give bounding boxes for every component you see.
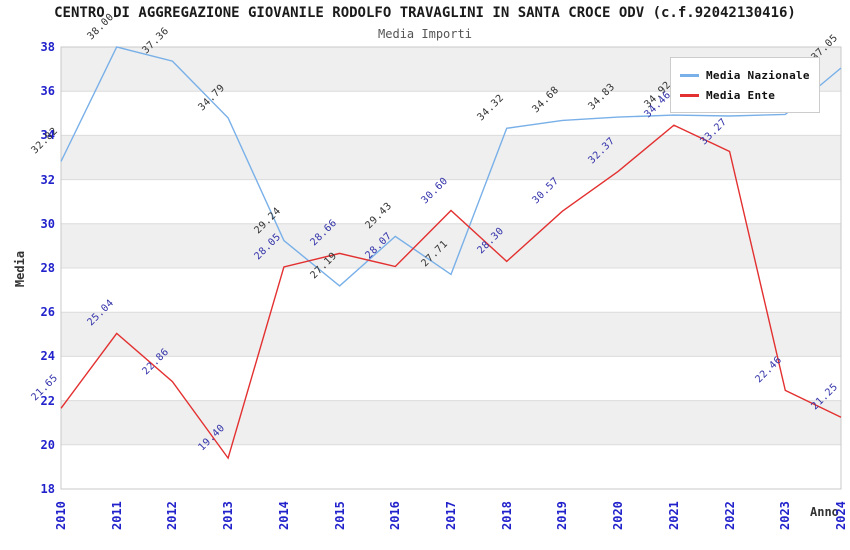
y-tick-24: 24 (40, 349, 55, 364)
x-tick-2013: 2013 (221, 501, 236, 530)
legend-label-media-nazionale: Media Nazionale (706, 68, 810, 82)
grid-band (61, 312, 841, 357)
y-tick-18: 18 (40, 482, 55, 496)
x-tick-2011: 2011 (109, 501, 124, 530)
chart-title: CENTRO DI AGGREGAZIONE GIOVANILE RODOLFO… (54, 5, 796, 21)
grid-band (61, 223, 841, 268)
x-tick-2020: 2020 (611, 501, 626, 530)
x-tick-2023: 2023 (778, 501, 793, 530)
y-tick-22: 22 (40, 393, 55, 408)
legend: Media Nazionale Media Ente (670, 57, 820, 113)
series-line-media-ente (60, 124, 842, 460)
grid-band (61, 400, 841, 445)
y-tick-32: 32 (40, 172, 55, 187)
x-tick-2019: 2019 (555, 501, 570, 530)
x-tick-2012: 2012 (165, 501, 180, 530)
x-tick-2018: 2018 (499, 501, 514, 530)
legend-swatch-media-nazionale (680, 73, 699, 77)
legend-swatch-media-ente (680, 93, 699, 97)
y-tick-30: 30 (40, 216, 55, 231)
plot-border (60, 46, 842, 490)
x-tick-2022: 2022 (722, 501, 737, 530)
legend-item-media-nazionale: Media Nazionale (680, 65, 810, 85)
x-tick-2024: 2024 (834, 501, 848, 530)
y-tick-36: 36 (40, 84, 55, 99)
y-tick-28: 28 (40, 261, 55, 275)
y-tick-38: 38 (40, 40, 55, 54)
grid-band (61, 135, 841, 180)
y-tick-34: 34 (40, 128, 55, 143)
x-tick-2017: 2017 (444, 501, 458, 530)
y-tick-26: 26 (40, 305, 55, 320)
x-tick-2015: 2015 (332, 501, 347, 530)
x-tick-2016: 2016 (388, 501, 403, 530)
chart-subtitle: Media Importi (378, 27, 472, 41)
y-tick-20: 20 (40, 437, 55, 452)
series-line-media-nazionale (60, 46, 842, 287)
x-tick-2021: 2021 (666, 501, 681, 530)
x-axis-title: Anno (810, 505, 839, 519)
legend-label-media-ente: Media Ente (706, 88, 776, 102)
x-tick-2010: 2010 (54, 501, 68, 530)
x-tick-2014: 2014 (276, 501, 291, 530)
legend-item-media-ente: Media Ente (680, 85, 810, 105)
